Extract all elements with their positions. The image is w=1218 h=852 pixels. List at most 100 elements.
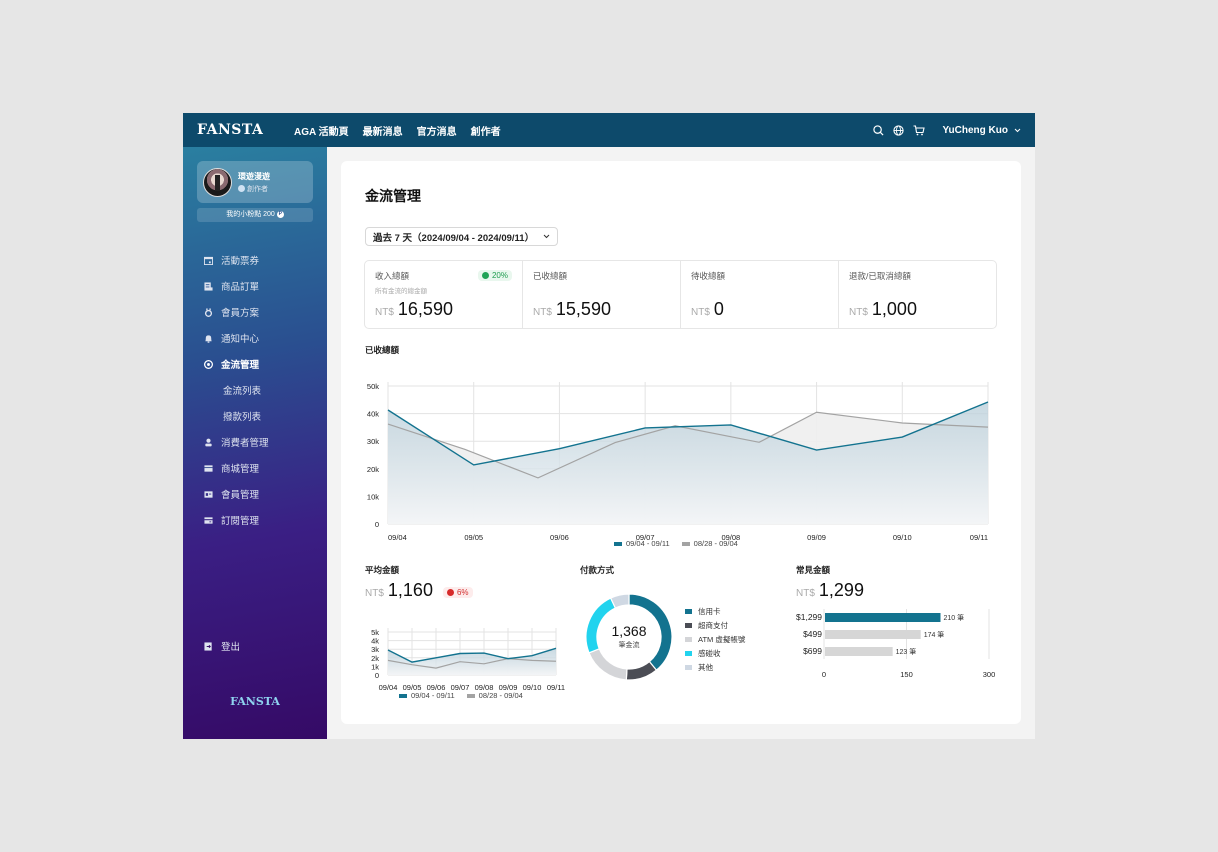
- store-icon: [204, 464, 213, 472]
- stat-total-income: 收入總額 所有金流的總金額 20% NT$ 16,590: [365, 261, 523, 328]
- nav-aga[interactable]: AGA 活動頁: [294, 126, 349, 138]
- logout-button[interactable]: 登出: [183, 633, 240, 659]
- legend-tap-pay: 感碰收: [685, 646, 745, 660]
- date-range-select[interactable]: 過去 7 天（2024/09/04 - 2024/09/11）: [365, 227, 559, 246]
- arrow-up-icon: [481, 272, 489, 279]
- common-amount-title: 常見金額: [796, 565, 831, 575]
- points-icon: P: [276, 210, 284, 218]
- chevron-down-icon: [1014, 128, 1021, 132]
- common-amount-value: NT$ 1,299: [796, 580, 864, 600]
- svg-text:09/11: 09/11: [547, 683, 565, 691]
- avg-amount-value: NT$ 1,160 6%: [365, 580, 473, 601]
- svg-text:09/09: 09/09: [807, 533, 826, 542]
- top-nav-bar: FANSTA AGA 活動頁 最新消息 官方消息 創作者 YuCheng Kuo: [183, 113, 1035, 147]
- svg-text:09/08: 09/08: [475, 683, 494, 691]
- sidebar-item-tickets[interactable]: 活動票券: [183, 247, 327, 273]
- sidebar-item-store[interactable]: 商城管理: [183, 455, 327, 481]
- sidebar-footer-logo: FANSTA: [230, 695, 280, 708]
- sidebar-item-notifications[interactable]: 通知中心: [183, 325, 327, 351]
- svg-text:09/10: 09/10: [523, 683, 542, 691]
- profile-card[interactable]: 環遊漫遊 創作者: [197, 161, 313, 203]
- svg-text:0: 0: [822, 670, 826, 679]
- stats-summary: 收入總額 所有金流的總金額 20% NT$ 16,590 已收總額 NT$ 15,5…: [364, 260, 997, 329]
- svg-text:09/09: 09/09: [499, 683, 518, 691]
- main-content: 金流管理 過去 7 天（2024/09/04 - 2024/09/11） 收入總…: [341, 161, 1021, 724]
- globe-icon[interactable]: [893, 124, 905, 136]
- svg-text:09/06: 09/06: [550, 533, 569, 542]
- main-nav: AGA 活動頁 最新消息 官方消息 創作者: [294, 123, 501, 138]
- svg-text:30k: 30k: [367, 437, 379, 446]
- medal-icon: [204, 307, 213, 317]
- payment-legend: 信用卡 超商支付 ATM 虛擬帳號 感碰收 其他: [685, 604, 745, 674]
- money-icon: [204, 359, 213, 369]
- svg-text:4k: 4k: [371, 637, 379, 646]
- chevron-down-icon: [543, 234, 550, 239]
- growth-badge: 20%: [477, 270, 512, 281]
- avg-amount-title: 平均金額: [365, 565, 400, 575]
- common-amount-bar-chart: $1,299 210 筆 $499 174 筆 $699 123 筆 0 150 300: [796, 609, 996, 679]
- sidebar-item-orders[interactable]: 商品訂單: [183, 273, 327, 299]
- user-menu[interactable]: YuCheng Kuo: [942, 125, 1021, 136]
- nav-official-news[interactable]: 官方消息: [416, 126, 457, 138]
- svg-text:3k: 3k: [371, 645, 379, 654]
- arrow-down-icon: [446, 589, 454, 596]
- payment-method-donut: [585, 593, 673, 681]
- svg-text:09/11: 09/11: [970, 533, 988, 542]
- svg-text:09/08: 09/08: [721, 533, 740, 542]
- avg-chart-legend: 09/04 - 09/11 08/28 - 09/04: [399, 691, 523, 700]
- sidebar-subitem-cashflow-list[interactable]: 金流列表: [223, 386, 262, 397]
- legend-credit-card: 信用卡: [685, 604, 745, 618]
- received-chart-legend: 09/04 - 09/11 08/28 - 09/04: [614, 539, 738, 548]
- sidebar-item-members[interactable]: 會員管理: [183, 481, 327, 507]
- stat-refund-total: 退款/已取消總額 NT$ 1,000: [849, 271, 917, 319]
- decline-badge: 6%: [442, 587, 473, 598]
- logout-icon: [204, 641, 212, 651]
- svg-text:$1,299: $1,299: [796, 612, 822, 622]
- sidebar-subitem-payout-list[interactable]: 撥款列表: [223, 412, 262, 423]
- user-name: YuCheng Kuo: [942, 124, 1008, 136]
- svg-text:09/05: 09/05: [464, 533, 483, 542]
- sidebar: 環遊漫遊 創作者 我的小粉點 200 P 活動票券 商品訂單 會員方案 通知中心: [183, 147, 327, 739]
- legend-other: 其他: [685, 660, 745, 674]
- svg-text:300: 300: [983, 670, 996, 679]
- svg-text:$499: $499: [803, 629, 822, 639]
- receipt-icon: [204, 281, 213, 291]
- bell-icon: [205, 334, 212, 343]
- subscription-icon: [204, 516, 213, 524]
- received-chart-title: 已收總額: [365, 345, 400, 355]
- profile-role: 創作者: [238, 184, 270, 194]
- nav-latest-news[interactable]: 最新消息: [362, 126, 403, 138]
- svg-text:150: 150: [900, 670, 913, 679]
- points-balance[interactable]: 我的小粉點 200 P: [197, 208, 313, 222]
- verified-icon: [238, 185, 245, 192]
- fansta-logo[interactable]: FANSTA: [197, 122, 264, 138]
- search-icon[interactable]: [873, 124, 884, 136]
- cart-icon[interactable]: [913, 124, 926, 136]
- svg-text:09/04: 09/04: [379, 683, 398, 691]
- sidebar-item-consumers[interactable]: 消費者管理: [183, 429, 327, 455]
- avatar: [203, 167, 232, 197]
- svg-text:40k: 40k: [367, 410, 379, 419]
- sidebar-item-cashflow[interactable]: 金流管理: [183, 351, 327, 377]
- app-window: FANSTA AGA 活動頁 最新消息 官方消息 創作者 YuCheng Kuo…: [183, 113, 1035, 739]
- stat-pending-total: 待收總額 NT$ 0: [681, 261, 839, 328]
- received-total-chart: 0 10k 20k 30k 40k 50k 09/04 09/05 09/06 09/07 09/0…: [367, 382, 989, 542]
- svg-text:50k: 50k: [367, 382, 379, 391]
- svg-text:09/10: 09/10: [893, 533, 912, 542]
- svg-text:1k: 1k: [371, 662, 379, 671]
- member-card-icon: [204, 490, 213, 498]
- svg-text:2k: 2k: [371, 654, 379, 663]
- sidebar-item-subscriptions[interactable]: 訂閱管理: [183, 507, 327, 533]
- svg-text:09/06: 09/06: [427, 683, 446, 691]
- nav-creators[interactable]: 創作者: [470, 126, 501, 138]
- svg-text:09/07: 09/07: [451, 683, 470, 691]
- calendar-icon: [204, 256, 213, 265]
- profile-name: 環遊漫遊: [238, 171, 270, 181]
- svg-text:210 筆: 210 筆: [944, 613, 965, 622]
- sidebar-item-membership-plans[interactable]: 會員方案: [183, 299, 327, 325]
- legend-convenience-store: 超商支付: [685, 618, 745, 632]
- stat-received-total: 已收總額 NT$ 15,590: [523, 261, 681, 328]
- svg-text:$699: $699: [803, 646, 822, 656]
- legend-atm: ATM 虛擬帳號: [685, 632, 745, 646]
